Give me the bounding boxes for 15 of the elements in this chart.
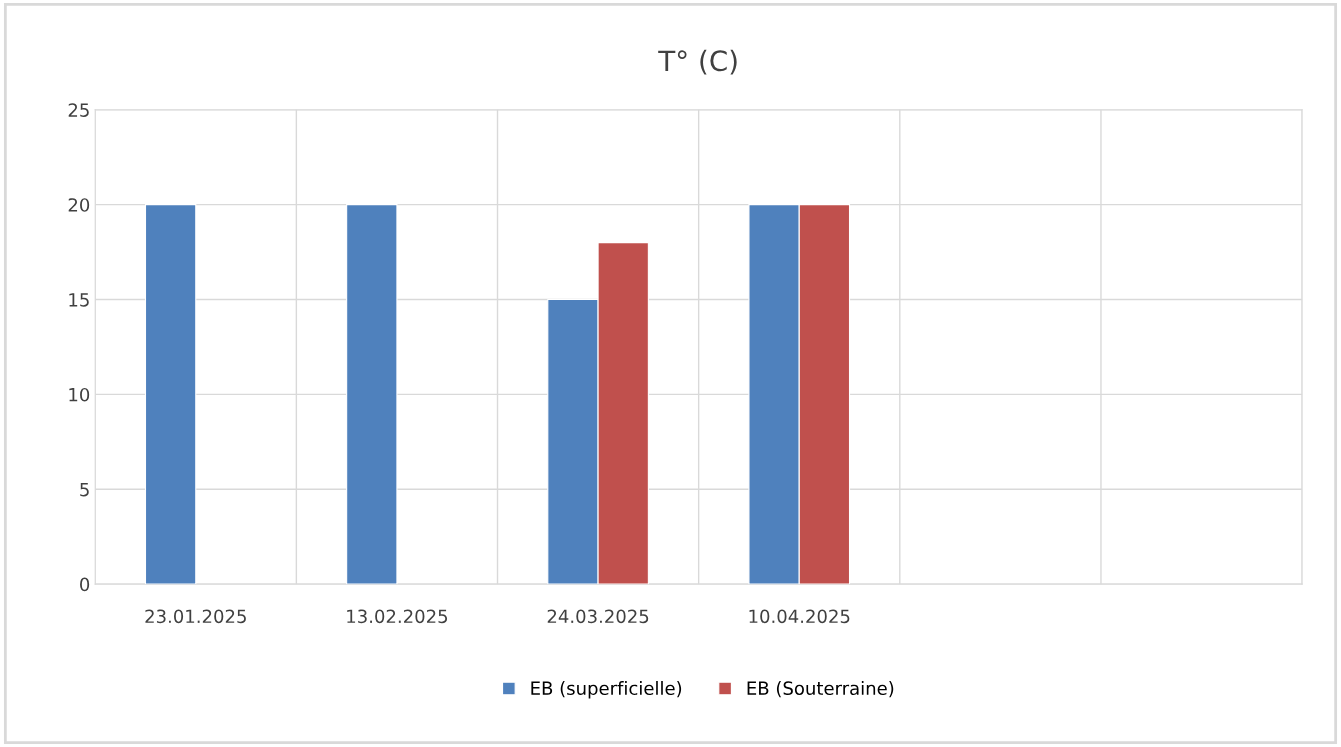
x-tick-label: 10.04.2025 <box>749 609 850 624</box>
y-tick-label: 10 <box>69 387 90 402</box>
x-tick-label: 23.01.2025 <box>145 609 246 624</box>
x-tick-label: 13.02.2025 <box>347 609 448 624</box>
y-tick-label: 0 <box>80 577 90 592</box>
y-tick-label: 25 <box>68 103 89 117</box>
legend-label: EB (Souterraine) <box>747 681 894 698</box>
chart-title: T° (C) <box>658 49 737 75</box>
y-tick-label: 15 <box>69 293 89 307</box>
y-tick-label: 5 <box>80 482 89 497</box>
y-tick-label: 20 <box>68 198 90 212</box>
bar <box>144 204 197 585</box>
x-tick-label: 24.03.2025 <box>547 609 649 624</box>
legend-label: EB (superficielle) <box>531 681 682 699</box>
bar <box>346 204 398 585</box>
